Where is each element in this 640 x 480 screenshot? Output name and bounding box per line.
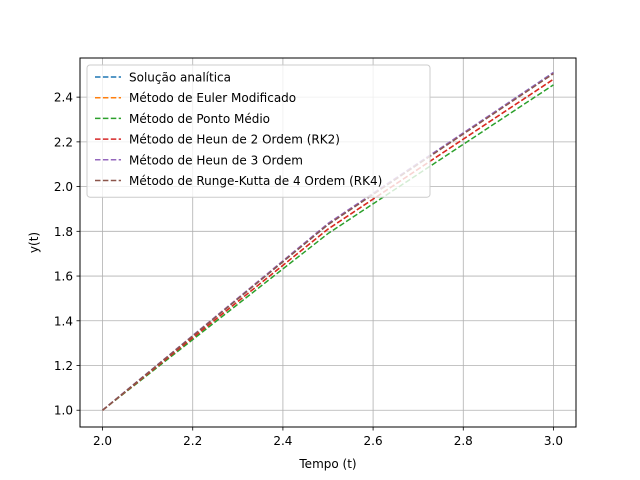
y-tick-label: 1.0 bbox=[54, 404, 73, 418]
axis-ticks: 2.0 2.2 2.4 2.6 2.8 3.0 1.0 1.2 1.4 1.6 1.8 2.0 2.2 2… bbox=[54, 91, 563, 448]
series-line-3 bbox=[102, 84, 554, 411]
y-tick-label: 1.6 bbox=[54, 270, 73, 284]
x-tick-label: 2.8 bbox=[454, 434, 473, 448]
series-line-4 bbox=[102, 78, 554, 411]
y-tick-label: 2.4 bbox=[54, 91, 73, 105]
y-tick-label: 2.2 bbox=[54, 135, 73, 149]
x-tick-label: 2.2 bbox=[183, 434, 202, 448]
y-tick-label: 1.8 bbox=[54, 225, 73, 239]
x-tick-label: 3.0 bbox=[544, 434, 563, 448]
legend-box bbox=[86, 64, 431, 198]
y-tick-label: 1.2 bbox=[54, 359, 73, 373]
legend: Solução analítica Método de Euler Modific… bbox=[86, 64, 431, 198]
legend-label: Método de Heun de 3 Ordem bbox=[129, 153, 303, 167]
x-axis-label: Tempo (t) bbox=[298, 457, 356, 471]
x-tick-label: 2.4 bbox=[273, 434, 292, 448]
legend-label: Método de Heun de 2 Ordem (RK2) bbox=[129, 133, 340, 147]
series-lines bbox=[102, 71, 554, 411]
y-axis-label: y(t) bbox=[27, 232, 41, 253]
y-tick-label: 2.0 bbox=[54, 180, 73, 194]
x-tick-label: 2.6 bbox=[364, 434, 383, 448]
plot-frame bbox=[79, 57, 577, 428]
y-tick-label: 1.4 bbox=[54, 314, 73, 328]
legend-label: Método de Ponto Médio bbox=[129, 112, 270, 126]
legend-label: Método de Runge-Kutta de 4 Ordem (RK4) bbox=[129, 174, 382, 188]
series-line-6 bbox=[102, 73, 554, 411]
legend-label: Solução analítica bbox=[129, 71, 231, 85]
legend-label: Método de Euler Modificado bbox=[129, 91, 296, 105]
x-tick-label: 2.0 bbox=[93, 434, 112, 448]
